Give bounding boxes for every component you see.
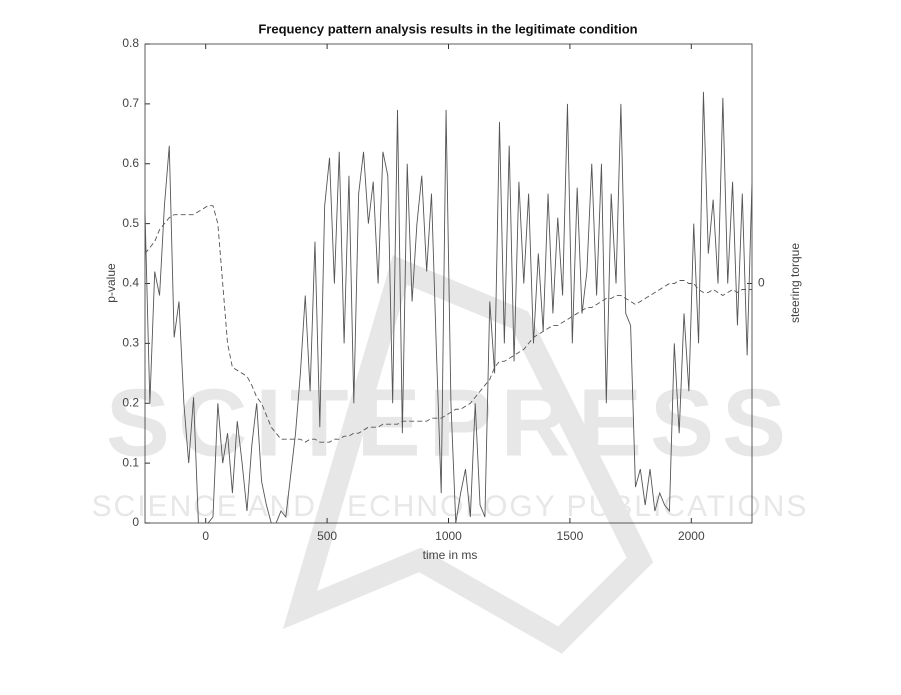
y-tick-label: 0.6 (122, 156, 139, 170)
y-tick-label: 0.7 (122, 96, 139, 110)
y2-tick-label: 0 (758, 276, 765, 290)
y-tick-label: 0.8 (122, 36, 139, 50)
y-tick-label: 0.2 (122, 395, 139, 409)
x-tick-label: 0 (202, 529, 209, 543)
y-axis-label: p-value (104, 263, 118, 303)
watermark-text: SCITEPRESS (106, 369, 794, 476)
x-tick-label: 1500 (557, 529, 584, 543)
y-tick-label: 0.1 (122, 455, 139, 469)
y-tick-label: 0 (132, 515, 139, 529)
x-tick-label: 500 (317, 529, 337, 543)
series-line (144, 91, 753, 524)
y-tick-label: 0.5 (122, 216, 139, 230)
chart-title: Frequency pattern analysis results in th… (258, 21, 637, 36)
y2-axis-label: steering torque (788, 243, 802, 323)
series-line (144, 205, 752, 443)
x-tick-label: 2000 (678, 529, 705, 543)
y-tick-label: 0.4 (122, 276, 139, 290)
x-tick-label: 1000 (435, 529, 462, 543)
y-tick-label: 0.3 (122, 336, 139, 350)
watermark-subtitle: SCIENCE AND TECHNOLOGY PUBLICATIONS (92, 490, 809, 523)
x-axis-label: time in ms (423, 548, 478, 562)
